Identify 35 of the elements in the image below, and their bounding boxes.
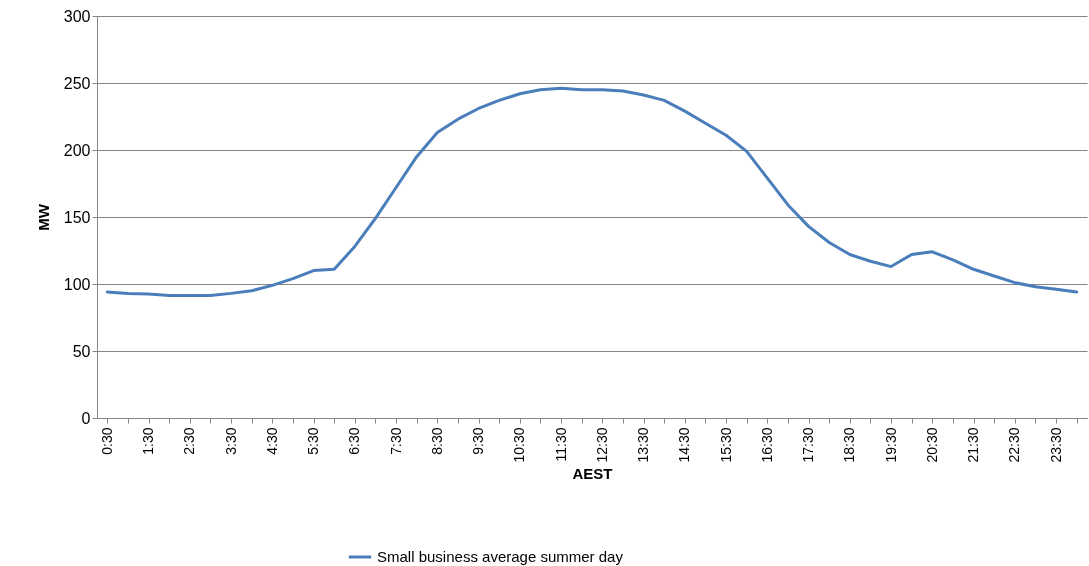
x-tick-label: 14:30 bbox=[676, 427, 693, 463]
x-tick-label: 6:30 bbox=[346, 427, 363, 455]
x-tick-label: 4:30 bbox=[263, 427, 280, 455]
x-tick-label: 7:30 bbox=[387, 427, 404, 455]
x-tick-label: 0:30 bbox=[98, 427, 115, 455]
x-tick-label: 22:30 bbox=[1006, 427, 1023, 463]
x-tick-label: 1:30 bbox=[140, 427, 157, 455]
x-tick-label: 16:30 bbox=[758, 427, 775, 463]
y-tick-label: 150 bbox=[63, 208, 91, 226]
y-tick-label: 50 bbox=[72, 342, 91, 360]
x-tick-label: 2:30 bbox=[181, 427, 198, 455]
y-tick-label: 300 bbox=[63, 7, 91, 25]
x-tick-label: 18:30 bbox=[841, 427, 858, 463]
y-tick-label: 200 bbox=[63, 141, 91, 159]
x-tick-label: 21:30 bbox=[965, 427, 982, 463]
x-tick-label: 10:30 bbox=[511, 427, 528, 463]
x-tick-label: 15:30 bbox=[717, 427, 734, 463]
y-tick-label: 250 bbox=[63, 74, 91, 92]
x-tick-label: 9:30 bbox=[470, 427, 487, 455]
legend-label: Small business average summer day bbox=[377, 548, 624, 565]
y-tick-label: 100 bbox=[63, 275, 91, 293]
x-tick-label: 5:30 bbox=[305, 427, 322, 455]
x-axis-title: AEST bbox=[572, 464, 613, 482]
line-series bbox=[105, 86, 1079, 297]
x-tick-label: 8:30 bbox=[428, 427, 445, 455]
x-tick-label: 12:30 bbox=[593, 427, 610, 463]
x-tick-label: 3:30 bbox=[222, 427, 239, 455]
x-tick-label: 19:30 bbox=[882, 427, 899, 463]
x-tick-label: 11:30 bbox=[552, 427, 569, 462]
y-axis-title: MW bbox=[34, 203, 52, 231]
x-tick-label: 23:30 bbox=[1047, 427, 1064, 463]
x-tick-label: 13:30 bbox=[635, 427, 652, 463]
x-tick-label: 17:30 bbox=[800, 427, 817, 463]
x-tick-label: 20:30 bbox=[923, 427, 940, 463]
y-tick-label: 0 bbox=[81, 409, 91, 427]
